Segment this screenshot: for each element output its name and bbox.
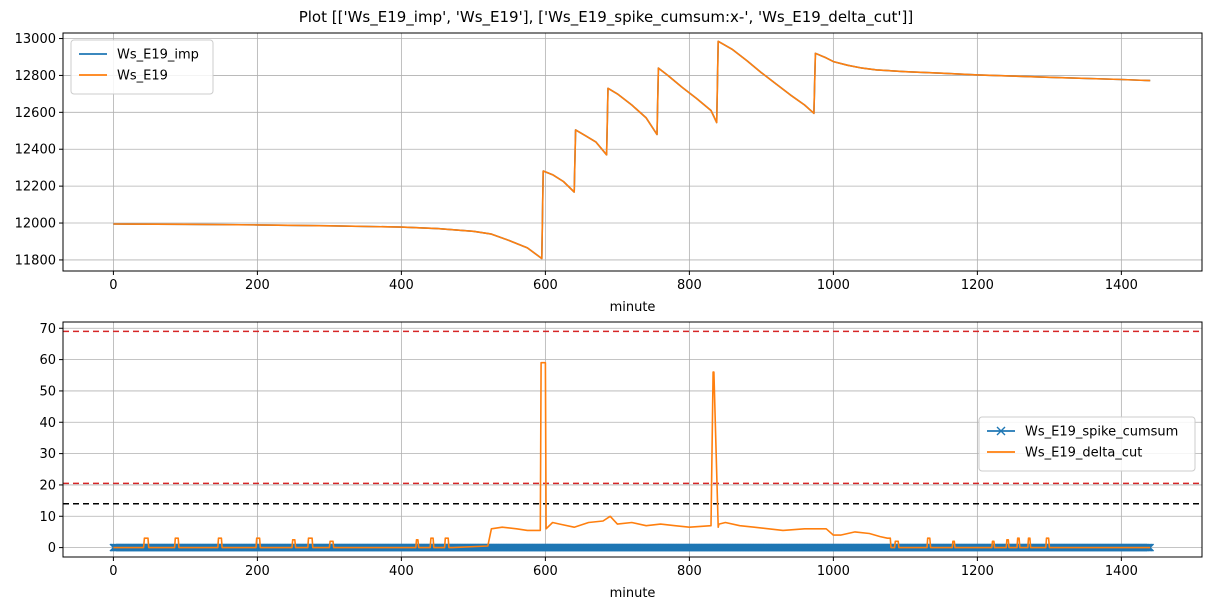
- series-line-Ws_E19_imp: [113, 40, 1151, 260]
- figure-title: Plot [['Ws_E19_imp', 'Ws_E19'], ['Ws_E19…: [299, 8, 914, 27]
- y-tick-label: 50: [39, 384, 56, 399]
- legend-marker: [996, 426, 1006, 436]
- y-tick-label: 12200: [15, 180, 56, 195]
- x-tick-label: 600: [533, 564, 558, 579]
- plot-frame: [62, 32, 1203, 272]
- y-tick-label: 60: [39, 353, 56, 368]
- x-tick-label: 800: [677, 564, 702, 579]
- top-chart: 0 200 400 600 800 1000 1200 1400 11800 12000 12200…: [15, 32, 1203, 315]
- y-tick-label: 12000: [15, 217, 56, 232]
- x-axis-label: minute: [610, 300, 656, 315]
- x-tick-label: 400: [389, 278, 414, 293]
- x-tick-label: 0: [109, 278, 117, 293]
- x-tick-label: 1400: [1105, 278, 1138, 293]
- x-tick-label: 1200: [961, 278, 994, 293]
- y-tick-label: 12400: [15, 143, 56, 158]
- x-tick-label: 1400: [1105, 564, 1138, 579]
- x-tick-label: 0: [109, 564, 117, 579]
- series-line-Ws_E19_delta_cut: [113, 361, 1151, 549]
- y-tick-label: 30: [39, 447, 56, 462]
- y-tick-label: 12800: [15, 69, 56, 84]
- y-tick-label: 70: [39, 322, 56, 337]
- x-axis-label: minute: [610, 586, 656, 601]
- y-tick-label: 12600: [15, 106, 56, 121]
- y-tick-label: 10: [39, 510, 56, 525]
- series-line-Ws_E19: [113, 40, 1151, 260]
- x-tick-label: 200: [245, 564, 270, 579]
- bottom-chart: 0 200 400 600 800 1000 1200 1400 0 10 20 30 40 50 60 70…: [39, 321, 1203, 601]
- legend-label: Ws_E19: [117, 69, 168, 84]
- plot-frame: [62, 321, 1203, 558]
- x-tick-label: 1200: [961, 564, 994, 579]
- y-tick-label: 13000: [15, 32, 56, 47]
- x-tick-label: 800: [677, 278, 702, 293]
- legend-label: Ws_E19_imp: [117, 48, 199, 63]
- y-tick-label: 11800: [15, 253, 56, 268]
- x-tick-label: 1000: [817, 278, 850, 293]
- x-tick-label: 1000: [817, 564, 850, 579]
- x-tick-label: 600: [533, 278, 558, 293]
- x-tick-label: 400: [389, 564, 414, 579]
- legend-box: [978, 416, 1196, 472]
- legend-label: Ws_E19_spike_cumsum: [1025, 425, 1178, 440]
- y-tick-label: 40: [39, 416, 56, 431]
- y-tick-label: 0: [48, 541, 56, 556]
- y-tick-label: 20: [39, 478, 56, 493]
- series-markers-Ws_E19_spike_cumsum: [109, 543, 1155, 552]
- legend-label: Ws_E19_delta_cut: [1025, 446, 1142, 461]
- x-tick-label: 200: [245, 278, 270, 293]
